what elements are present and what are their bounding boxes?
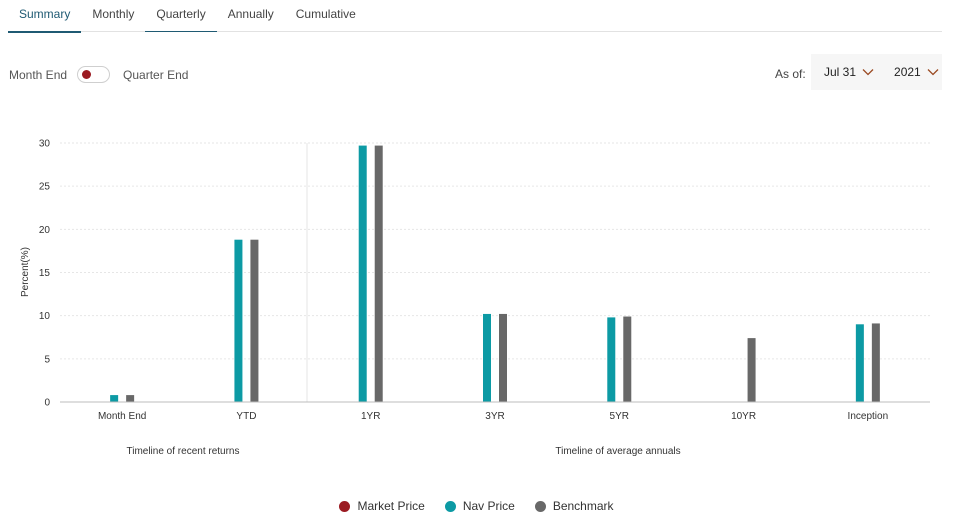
legend-dot-nav bbox=[444, 500, 456, 512]
chevron-down-icon bbox=[862, 69, 874, 76]
x-tick-label: 10YR bbox=[731, 411, 756, 422]
bar-benchmark-1yr[interactable] bbox=[374, 145, 383, 402]
legend-item-benchmark[interactable]: Benchmark bbox=[534, 499, 614, 513]
year-select-value: 2021 bbox=[894, 65, 921, 79]
bar-nav-ytd[interactable] bbox=[234, 239, 243, 402]
tab-annually[interactable]: Annually bbox=[227, 7, 274, 21]
y-tick-label: 15 bbox=[39, 268, 51, 279]
tab-quarterly[interactable]: Quarterly bbox=[145, 0, 217, 32]
y-tick-label: 25 bbox=[39, 182, 51, 193]
bar-benchmark-ytd[interactable] bbox=[250, 239, 259, 402]
bar-nav-3yr[interactable] bbox=[483, 313, 491, 402]
month-select-value: Jul 31 bbox=[824, 65, 857, 79]
legend-label-nav: Nav Price bbox=[462, 499, 515, 513]
y-tick-label: 5 bbox=[44, 354, 50, 365]
y-axis: 0 5 10 15 20 25 30 bbox=[39, 139, 51, 409]
legend-dot-benchmark bbox=[534, 500, 546, 512]
legend-item-nav-price[interactable]: Nav Price bbox=[444, 499, 515, 513]
toggle-knob bbox=[82, 70, 92, 79]
legend-dot-market bbox=[339, 500, 351, 512]
x-tick-label: YTD bbox=[236, 411, 256, 422]
bar-benchmark-inception[interactable] bbox=[871, 323, 880, 402]
returns-bar-chart: 0 5 10 15 20 25 30 Month End YTD 1YR 3YR 5YR 10YR In… bbox=[20, 139, 930, 457]
legend-label-benchmark: Benchmark bbox=[552, 499, 614, 513]
chevron-down-icon bbox=[927, 69, 939, 76]
tab-summary[interactable]: Summary bbox=[8, 0, 82, 33]
legend-item-market-price[interactable]: Market Price bbox=[339, 499, 425, 513]
year-select[interactable]: 2021 bbox=[894, 65, 939, 79]
tab-monthly[interactable]: Monthly bbox=[92, 7, 135, 21]
bar-benchmark-10yr[interactable] bbox=[747, 338, 756, 402]
x-tick-label: 1YR bbox=[361, 411, 380, 422]
as-of-label: As of: bbox=[775, 67, 806, 81]
quarter-end-label: Quarter End bbox=[123, 67, 189, 82]
y-axis-label: Percent(%) bbox=[20, 247, 31, 297]
x-tick-label: 3YR bbox=[485, 411, 504, 422]
chart-legend: Market Price Nav Price Benchmark bbox=[0, 499, 953, 513]
bar-nav-1yr[interactable] bbox=[358, 145, 367, 402]
period-toggle-row: Month End Quarter End bbox=[9, 66, 188, 83]
month-end-label: Month End bbox=[9, 67, 68, 82]
date-selectors: Jul 31 2021 bbox=[811, 54, 942, 90]
x-tick-label: Month End bbox=[98, 411, 146, 422]
bar-nav-month-end[interactable] bbox=[110, 395, 119, 402]
legend-label-market: Market Price bbox=[357, 499, 425, 513]
bar-benchmark-month-end[interactable] bbox=[126, 395, 135, 402]
chart-grid bbox=[60, 142, 930, 360]
y-tick-label: 10 bbox=[39, 311, 51, 322]
y-tick-label: 0 bbox=[44, 398, 50, 409]
x-axis: Month End YTD 1YR 3YR 5YR 10YR Inception bbox=[98, 411, 888, 422]
y-tick-label: 30 bbox=[39, 139, 51, 150]
chart-bars bbox=[110, 145, 880, 402]
tab-bar: Summary Monthly Quarterly Annually Cumul… bbox=[8, 0, 942, 33]
month-select[interactable]: Jul 31 bbox=[824, 65, 874, 79]
bar-nav-inception[interactable] bbox=[855, 324, 864, 402]
group-label-recent: Timeline of recent returns bbox=[126, 446, 239, 457]
period-toggle-switch[interactable] bbox=[77, 66, 111, 83]
x-tick-label: Inception bbox=[848, 411, 889, 422]
bar-nav-5yr[interactable] bbox=[607, 317, 616, 402]
tab-cumulative[interactable]: Cumulative bbox=[295, 7, 356, 21]
bar-benchmark-5yr[interactable] bbox=[623, 316, 632, 402]
group-label-annuals: Timeline of average annuals bbox=[555, 446, 680, 457]
y-tick-label: 20 bbox=[39, 225, 51, 236]
bar-benchmark-3yr[interactable] bbox=[499, 313, 507, 402]
x-tick-label: 5YR bbox=[610, 411, 629, 422]
